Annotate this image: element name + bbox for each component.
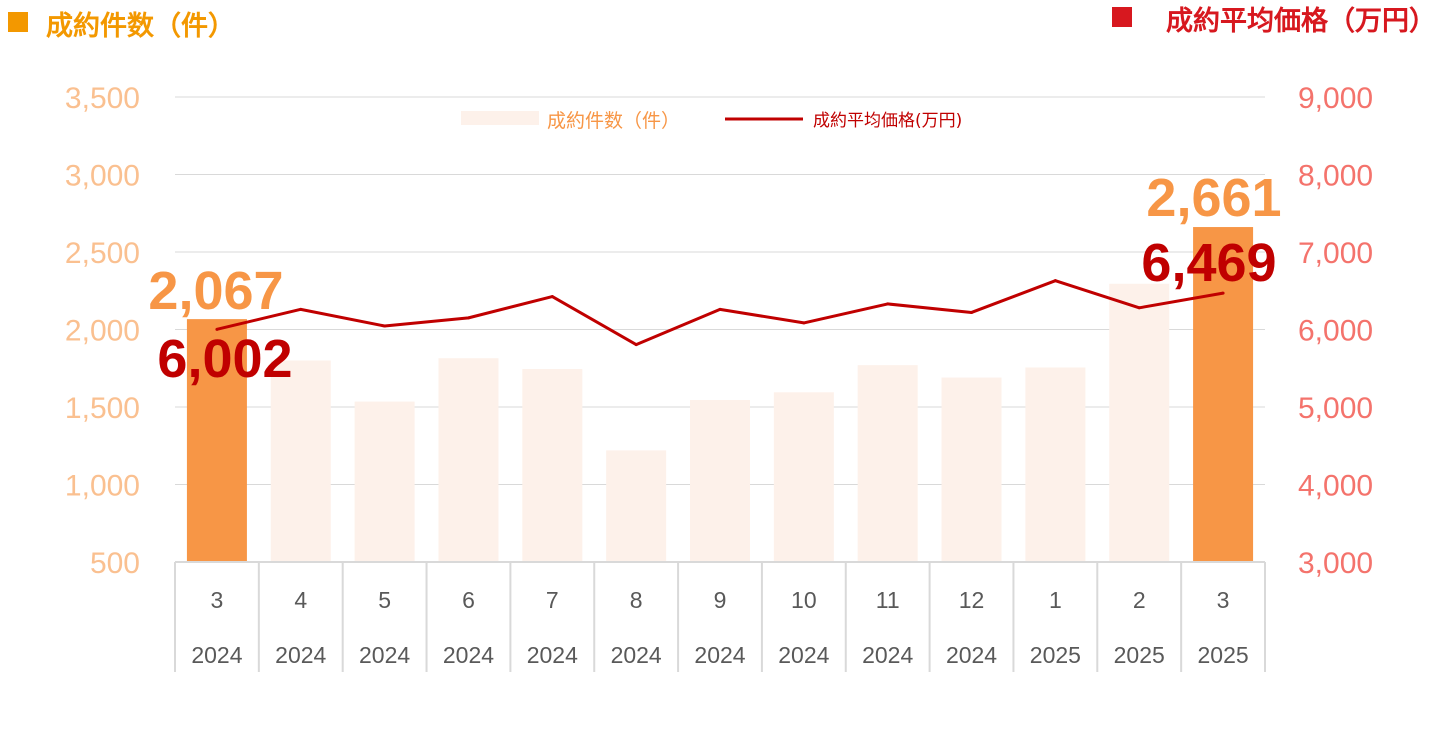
right-axis-tick-label: 8,000 xyxy=(1298,160,1373,193)
right-axis-tick-label: 5,000 xyxy=(1298,392,1373,425)
x-tick-label-month: 3 xyxy=(211,587,224,613)
bar xyxy=(1025,367,1086,562)
bar xyxy=(857,365,918,562)
x-tick-label-year: 2024 xyxy=(527,642,578,668)
price-line-point xyxy=(383,324,387,328)
x-tick-label-year: 2025 xyxy=(1197,642,1248,668)
x-tick-label-year: 2024 xyxy=(359,642,410,668)
price-line-point xyxy=(1137,306,1141,310)
x-tick-label-year: 2024 xyxy=(694,642,745,668)
x-tick-label-month: 9 xyxy=(714,587,727,613)
right-axis-title: 成約平均価格（万円） xyxy=(1166,5,1436,37)
price-line-point xyxy=(1053,279,1057,283)
price-line-point xyxy=(634,343,638,347)
x-tick-label-year: 2024 xyxy=(862,642,913,668)
x-tick-label-month: 7 xyxy=(546,587,559,613)
price-line-point xyxy=(802,321,806,325)
x-tick-label-year: 2024 xyxy=(275,642,326,668)
bar xyxy=(354,401,415,562)
bar xyxy=(522,369,583,562)
data-label: 6,002 xyxy=(157,329,292,389)
right-axis-tick-label: 9,000 xyxy=(1298,82,1373,115)
x-tick-label-year: 2024 xyxy=(946,642,997,668)
x-tick-label-year: 2025 xyxy=(1030,642,1081,668)
x-tick-label-month: 12 xyxy=(959,587,985,613)
x-tick-label-month: 6 xyxy=(462,587,475,613)
legend-bar-label: 成約件数（件） xyxy=(547,110,680,132)
data-label: 2,661 xyxy=(1146,168,1281,228)
right-axis-tick-label: 7,000 xyxy=(1298,237,1373,270)
x-tick-label-month: 5 xyxy=(378,587,391,613)
bar xyxy=(438,358,499,562)
price-line-point xyxy=(466,316,470,320)
x-tick-label-month: 11 xyxy=(876,587,900,613)
x-tick-label-month: 1 xyxy=(1049,587,1062,613)
data-label: 6,469 xyxy=(1141,233,1276,293)
price-line xyxy=(216,279,1224,347)
x-tick-label-month: 8 xyxy=(630,587,643,613)
left-axis-tick-label: 3,000 xyxy=(65,160,140,193)
bar xyxy=(773,392,834,562)
right-axis-tick-label: 6,000 xyxy=(1298,315,1373,348)
legend-bar-swatch xyxy=(461,111,539,125)
right-axis-tick-label: 4,000 xyxy=(1298,470,1373,503)
right-axis-tick-label: 3,000 xyxy=(1298,547,1373,580)
left-axis-tick-label: 2,500 xyxy=(65,237,140,270)
price-line-point xyxy=(215,327,219,331)
bar xyxy=(941,377,1002,562)
bar xyxy=(186,319,247,562)
bar xyxy=(690,400,750,562)
x-tick-label-year: 2024 xyxy=(611,642,662,668)
price-line-point xyxy=(299,307,303,311)
x-tick-label-month: 4 xyxy=(294,587,307,613)
bar xyxy=(1109,283,1170,562)
price-line-point xyxy=(886,302,890,306)
x-tick-label-year: 2024 xyxy=(443,642,494,668)
x-tick-label-month: 2 xyxy=(1133,587,1146,613)
legend-line-label: 成約平均価格(万円) xyxy=(813,111,962,131)
bar xyxy=(606,450,667,562)
x-tick-label-year: 2024 xyxy=(191,642,242,668)
left-axis-tick-label: 3,500 xyxy=(65,82,140,115)
x-tick-label-year: 2025 xyxy=(1114,642,1165,668)
data-label: 2,067 xyxy=(148,261,283,321)
price-line-point xyxy=(970,310,974,314)
left-axis-tick-label: 1,500 xyxy=(65,392,140,425)
right-title-marker xyxy=(1112,7,1132,27)
x-tick-label-year: 2024 xyxy=(778,642,829,668)
left-axis-tick-label: 500 xyxy=(90,547,140,580)
price-line-point xyxy=(550,295,554,299)
left-axis-title: 成約件数（件） xyxy=(46,10,235,42)
price-line-point xyxy=(1221,291,1225,295)
left-axis-tick-label: 1,000 xyxy=(65,470,140,503)
bar xyxy=(1193,227,1254,563)
x-tick-label-month: 3 xyxy=(1217,587,1230,613)
x-tick-label-month: 10 xyxy=(791,587,817,613)
left-axis-tick-label: 2,000 xyxy=(65,315,140,348)
bar xyxy=(270,360,331,562)
left-title-marker xyxy=(8,12,28,32)
price-line-point xyxy=(718,307,722,311)
